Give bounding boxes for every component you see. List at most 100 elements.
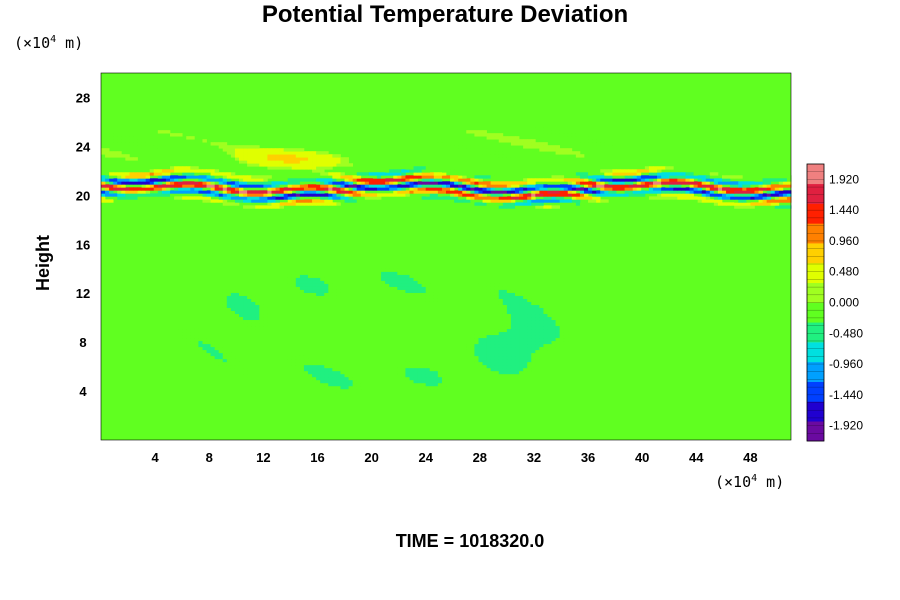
heatmap-cell bbox=[101, 151, 106, 155]
heatmap-cell bbox=[234, 145, 240, 149]
heatmap-cell bbox=[616, 145, 621, 149]
heatmap-cell bbox=[608, 175, 613, 179]
heatmap-cell bbox=[584, 139, 589, 143]
heatmap-cell bbox=[186, 340, 191, 345]
heatmap-cell bbox=[494, 202, 500, 206]
heatmap-cell bbox=[734, 202, 739, 206]
heatmap-cell bbox=[470, 346, 475, 351]
heatmap-cell bbox=[689, 178, 694, 182]
colorbar-label: 0.480 bbox=[829, 265, 859, 279]
heatmap-cell bbox=[527, 202, 532, 206]
heatmap-cell bbox=[174, 166, 179, 170]
heatmap-cell bbox=[202, 340, 207, 345]
heatmap-cell bbox=[466, 172, 471, 176]
heatmap-cell bbox=[490, 292, 496, 296]
heatmap-cell bbox=[320, 151, 325, 155]
heatmap-cell bbox=[498, 136, 504, 140]
heatmap-cell bbox=[283, 157, 289, 161]
heatmap-cell bbox=[255, 193, 260, 197]
heatmap-cell bbox=[510, 193, 516, 197]
heatmap-cell bbox=[429, 295, 435, 299]
heatmap-cell bbox=[592, 193, 597, 197]
heatmap-cell bbox=[312, 157, 317, 161]
heatmap-cell bbox=[506, 349, 512, 354]
heatmap-cell bbox=[121, 172, 126, 176]
heatmap-cell bbox=[474, 346, 479, 351]
heatmap-cell bbox=[234, 151, 240, 155]
heatmap-cell bbox=[486, 367, 491, 372]
heatmap-cell bbox=[478, 196, 483, 200]
heatmap-cell bbox=[226, 187, 232, 191]
heatmap-cell bbox=[312, 202, 317, 206]
heatmap-cell bbox=[230, 172, 236, 176]
heatmap-cell bbox=[230, 286, 236, 290]
heatmap-cell bbox=[397, 184, 402, 188]
heatmap-cell bbox=[198, 187, 203, 191]
heatmap-cell bbox=[312, 283, 317, 287]
heatmap-cell bbox=[494, 328, 500, 333]
heatmap-cell bbox=[482, 148, 487, 152]
heatmap-cell bbox=[308, 277, 313, 281]
heatmap-cell bbox=[222, 307, 228, 311]
heatmap-cell bbox=[178, 196, 183, 200]
heatmap-cell bbox=[774, 202, 780, 206]
heatmap-cell bbox=[758, 178, 763, 182]
heatmap-cell bbox=[405, 271, 410, 275]
heatmap-cell bbox=[320, 166, 325, 170]
heatmap-cell bbox=[571, 193, 577, 197]
heatmap-cell bbox=[165, 172, 171, 176]
heatmap-cell bbox=[316, 151, 321, 155]
heatmap-cell bbox=[129, 157, 134, 161]
heatmap-cell bbox=[523, 331, 528, 336]
heatmap-cell bbox=[324, 277, 329, 281]
heatmap-cell bbox=[657, 175, 662, 179]
heatmap-cell bbox=[579, 178, 585, 182]
heatmap-cell bbox=[600, 199, 605, 203]
heatmap-cell bbox=[251, 295, 256, 299]
heatmap-cell bbox=[239, 316, 244, 321]
heatmap-cell bbox=[267, 184, 272, 188]
heatmap-cell bbox=[287, 166, 293, 170]
heatmap-cell bbox=[490, 289, 496, 293]
heatmap-cell bbox=[535, 319, 540, 324]
heatmap-cell bbox=[397, 187, 402, 191]
heatmap-cell bbox=[693, 187, 698, 191]
heatmap-cell bbox=[523, 199, 528, 203]
heatmap-cell bbox=[247, 307, 252, 311]
heatmap-cell bbox=[267, 181, 272, 185]
heatmap-cell bbox=[385, 187, 390, 191]
heatmap-cell bbox=[409, 292, 414, 296]
heatmap-cell bbox=[413, 277, 418, 281]
heatmap-cell bbox=[328, 166, 333, 170]
heatmap-cell bbox=[592, 142, 597, 146]
heatmap-cell bbox=[275, 154, 280, 158]
heatmap-cell bbox=[174, 181, 179, 185]
heatmap-cell bbox=[543, 193, 548, 197]
heatmap-cell bbox=[510, 337, 516, 342]
heatmap-cell bbox=[263, 160, 268, 164]
heatmap-cell bbox=[478, 340, 483, 345]
heatmap-cell bbox=[234, 310, 240, 315]
heatmap-cell bbox=[303, 283, 309, 287]
heatmap-cell bbox=[713, 184, 719, 188]
heatmap-cell bbox=[482, 337, 487, 342]
heatmap-cell bbox=[478, 343, 483, 348]
heatmap-cell bbox=[531, 199, 536, 203]
heatmap-cell bbox=[157, 187, 163, 191]
heatmap-cell bbox=[401, 175, 406, 179]
heatmap-cell bbox=[316, 199, 321, 203]
heatmap-cell bbox=[243, 307, 248, 311]
heatmap-cell bbox=[494, 364, 500, 369]
heatmap-cell bbox=[299, 154, 305, 158]
heatmap-cell bbox=[316, 274, 321, 278]
heatmap-cell bbox=[506, 352, 512, 357]
heatmap-cell bbox=[243, 319, 248, 324]
heatmap-cell bbox=[657, 193, 662, 197]
heatmap-cell bbox=[393, 172, 398, 176]
heatmap-cell bbox=[604, 172, 609, 176]
heatmap-cell bbox=[446, 196, 451, 200]
heatmap-cell bbox=[157, 145, 163, 149]
heatmap-cell bbox=[563, 133, 569, 137]
heatmap-cell bbox=[397, 283, 402, 287]
heatmap-cell bbox=[458, 142, 463, 146]
